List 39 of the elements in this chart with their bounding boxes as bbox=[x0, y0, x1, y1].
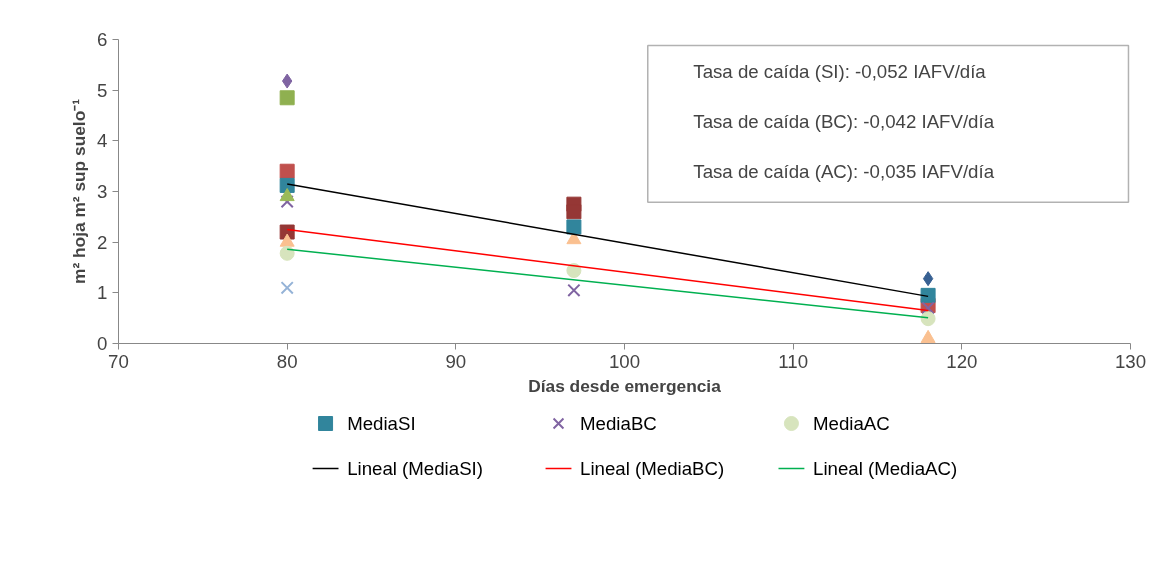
point bbox=[566, 219, 582, 235]
legend-label: Lineal (MediaBC) bbox=[580, 458, 725, 479]
x-tick-label: 120 bbox=[946, 350, 978, 372]
y-tick-label: 2 bbox=[97, 231, 108, 253]
point bbox=[566, 263, 582, 279]
y-tick-label: 3 bbox=[97, 181, 108, 202]
x-tick-label: 100 bbox=[608, 350, 641, 372]
point bbox=[279, 90, 295, 106]
legend-label: MediaBC bbox=[580, 413, 657, 434]
point bbox=[279, 163, 295, 179]
point bbox=[920, 311, 936, 327]
legend-label: MediaAC bbox=[813, 413, 890, 434]
x-tick-label: 70 bbox=[108, 350, 129, 372]
y-tick-label: 6 bbox=[97, 29, 108, 50]
x-tick-label: 110 bbox=[778, 350, 809, 372]
point bbox=[922, 271, 934, 287]
point bbox=[920, 287, 936, 303]
point bbox=[566, 204, 582, 220]
point bbox=[280, 194, 294, 209]
legend-label: MediaSI bbox=[347, 413, 416, 434]
x-axis-title: Días desde emergencia bbox=[528, 375, 722, 396]
y-axis-title: m² hoja m² sup suelo⁻¹ bbox=[69, 98, 90, 285]
annotation: Tasa de caída (SI): -0,052 IAFV/día bbox=[693, 61, 987, 83]
point bbox=[279, 245, 295, 261]
x-tick-label: 90 bbox=[445, 350, 467, 372]
y-tick-label: 1 bbox=[97, 282, 108, 304]
legend-label: Lineal (MediaAC) bbox=[813, 458, 958, 479]
y-tick-label: 0 bbox=[97, 333, 108, 354]
x-tick-label: 130 bbox=[1114, 350, 1147, 372]
point bbox=[279, 233, 295, 247]
annotation: Tasa de caída (BC): -0,042 IAFV/día bbox=[693, 111, 995, 133]
point bbox=[567, 283, 581, 297]
annotation: Tasa de caída (AC): -0,035 IAFV/día bbox=[693, 161, 995, 183]
point bbox=[280, 281, 294, 295]
y-tick-label: 5 bbox=[97, 79, 108, 101]
y-tick-label: 4 bbox=[97, 130, 108, 152]
legend-label: Lineal (MediaSI) bbox=[347, 458, 483, 479]
point bbox=[279, 187, 295, 202]
x-tick-label: 80 bbox=[276, 350, 298, 372]
